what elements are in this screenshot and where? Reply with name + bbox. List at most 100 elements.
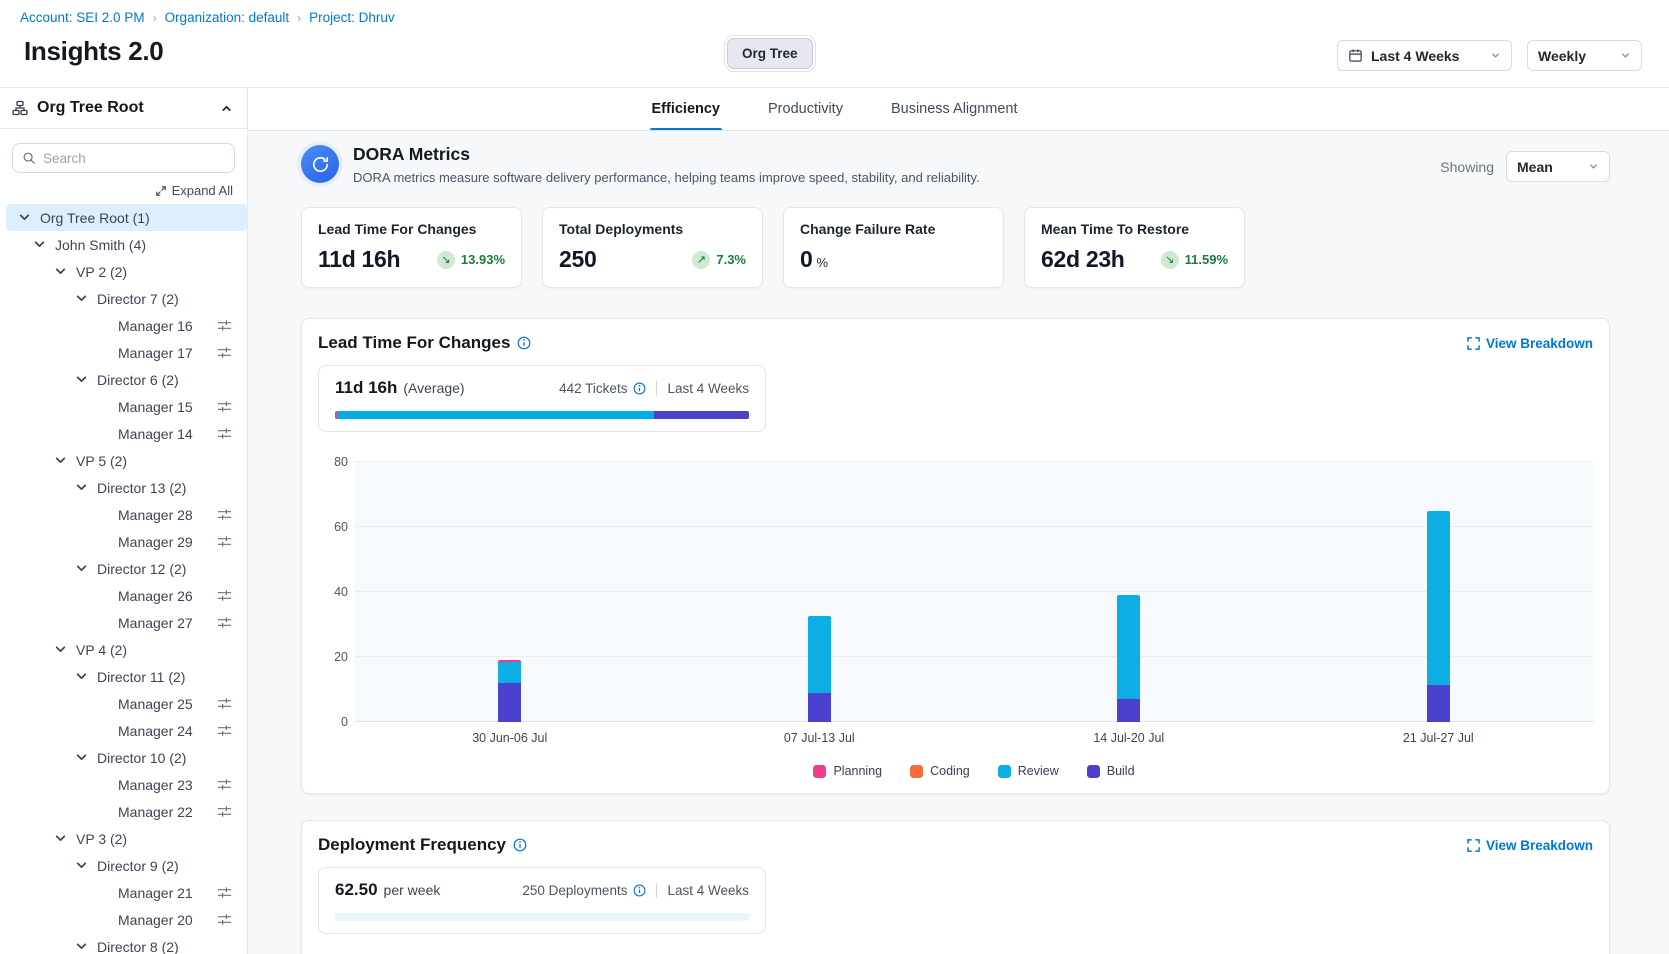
info-icon[interactable] — [633, 884, 646, 897]
tree-item-director-7-2[interactable]: Director 7 (2) — [0, 285, 247, 312]
tree-item-manager-20[interactable]: Manager 20 — [0, 906, 247, 933]
tree-item-director-6-2[interactable]: Director 6 (2) — [0, 366, 247, 393]
chevron-down-icon — [1620, 50, 1631, 61]
tree-item-manager-24[interactable]: Manager 24 — [0, 717, 247, 744]
y-axis-tick: 60 — [334, 520, 348, 534]
filter-sliders-icon[interactable] — [217, 912, 232, 927]
tree-item-label: Org Tree Root (1) — [40, 210, 150, 226]
legend-swatch-icon — [813, 765, 826, 778]
filter-sliders-icon[interactable] — [217, 534, 232, 549]
chevron-down-icon — [75, 859, 88, 872]
filter-sliders-icon[interactable] — [217, 588, 232, 603]
tree-item-org-tree-root-1[interactable]: Org Tree Root (1) — [6, 204, 247, 231]
tree-item-manager-27[interactable]: Manager 27 — [0, 609, 247, 636]
tree-item-director-8-2[interactable]: Director 8 (2) — [0, 933, 247, 954]
tree-item-manager-16[interactable]: Manager 16 — [0, 312, 247, 339]
deployment-rate-value: 62.50 — [335, 880, 378, 900]
filter-sliders-icon[interactable] — [217, 399, 232, 414]
filter-sliders-icon[interactable] — [217, 723, 232, 738]
breadcrumb-separator-icon: › — [153, 11, 157, 25]
deployment-frequency-panel: Deployment Frequency View Breakdown 62.5… — [301, 820, 1610, 954]
filter-sliders-icon[interactable] — [217, 426, 232, 441]
filter-sliders-icon[interactable] — [217, 804, 232, 819]
filter-sliders-icon[interactable] — [217, 885, 232, 900]
tab-efficiency[interactable]: Efficiency — [650, 88, 723, 130]
tree-item-label: Manager 14 — [118, 426, 193, 442]
tab-label: Productivity — [768, 101, 843, 117]
tree-item-manager-14[interactable]: Manager 14 — [0, 420, 247, 447]
lead-time-stage-bar — [335, 411, 749, 419]
filter-sliders-icon[interactable] — [217, 507, 232, 522]
legend-label: Build — [1107, 764, 1135, 778]
filter-sliders-icon[interactable] — [217, 318, 232, 333]
granularity-value: Weekly — [1538, 48, 1586, 64]
tree-item-vp-5-2[interactable]: VP 5 (2) — [0, 447, 247, 474]
org-tree-button[interactable]: Org Tree — [727, 38, 813, 69]
tree-item-label: VP 4 (2) — [76, 642, 127, 658]
tree-item-vp-2-2[interactable]: VP 2 (2) — [0, 258, 247, 285]
insights-dashboard: { "breadcrumb": { "items": ["Account: SE… — [0, 0, 1669, 954]
sidebar-header: Org Tree Root — [0, 88, 247, 129]
bar-segment-build — [808, 693, 831, 722]
tree-item-label: Manager 25 — [118, 696, 193, 712]
info-icon[interactable] — [633, 382, 646, 395]
filter-sliders-icon[interactable] — [217, 777, 232, 792]
period-label: Last 4 Weeks — [667, 883, 749, 898]
x-axis-label: 21 Jul-27 Jul — [1284, 731, 1594, 745]
granularity-select[interactable]: Weekly — [1527, 40, 1642, 71]
trend-value: 7.3% — [716, 252, 746, 267]
showing-select[interactable]: Mean — [1506, 151, 1610, 182]
tree-item-manager-28[interactable]: Manager 28 — [0, 501, 247, 528]
tree-item-manager-29[interactable]: Manager 29 — [0, 528, 247, 555]
view-breakdown-label: View Breakdown — [1486, 336, 1593, 351]
tree-item-label: Director 9 (2) — [97, 858, 179, 874]
metric-value: 0 — [800, 246, 813, 272]
tree-item-label: Manager 24 — [118, 723, 193, 739]
bar-slot — [665, 462, 975, 722]
tree-item-director-13-2[interactable]: Director 13 (2) — [0, 474, 247, 501]
deployment-view-breakdown-link[interactable]: View Breakdown — [1467, 838, 1593, 853]
breadcrumb-account-link[interactable]: Account: SEI 2.0 PM — [20, 10, 145, 25]
tree-item-director-9-2[interactable]: Director 9 (2) — [0, 852, 247, 879]
tree-item-director-10-2[interactable]: Director 10 (2) — [0, 744, 247, 771]
chevron-down-icon — [75, 562, 88, 575]
search-input[interactable] — [43, 151, 225, 166]
x-axis-label: 07 Jul-13 Jul — [665, 731, 975, 745]
tree-item-director-12-2[interactable]: Director 12 (2) — [0, 555, 247, 582]
stacked-bar-30-jun-06-jul — [498, 660, 521, 722]
tab-business-alignment[interactable]: Business Alignment — [889, 88, 1020, 130]
tree-item-manager-26[interactable]: Manager 26 — [0, 582, 247, 609]
trend-down-arrow-icon: ↘ — [437, 251, 455, 269]
filter-sliders-icon[interactable] — [217, 615, 232, 630]
tree-item-manager-21[interactable]: Manager 21 — [0, 879, 247, 906]
date-range-select[interactable]: Last 4 Weeks — [1337, 40, 1512, 71]
tree-item-label: Manager 23 — [118, 777, 193, 793]
info-icon[interactable] — [513, 838, 527, 852]
tree-item-manager-25[interactable]: Manager 25 — [0, 690, 247, 717]
y-axis: 020406080 — [318, 462, 348, 722]
collapse-sidebar-chevron-up-icon[interactable] — [220, 102, 233, 115]
tree-item-manager-22[interactable]: Manager 22 — [0, 798, 247, 825]
metric-card-lead-time-for-changes: Lead Time For Changes11d 16h↘13.93% — [301, 207, 522, 288]
filter-sliders-icon[interactable] — [217, 696, 232, 711]
tree-item-label: John Smith (4) — [55, 237, 146, 253]
info-icon[interactable] — [517, 336, 531, 350]
lead-time-view-breakdown-link[interactable]: View Breakdown — [1467, 336, 1593, 351]
tab-productivity[interactable]: Productivity — [766, 88, 845, 130]
main-content: Efficiency Productivity Business Alignme… — [248, 88, 1669, 954]
calendar-icon — [1348, 48, 1363, 63]
expand-all-label: Expand All — [172, 183, 233, 198]
tree-item-manager-17[interactable]: Manager 17 — [0, 339, 247, 366]
expand-all-button[interactable]: Expand All — [0, 183, 233, 198]
tree-item-director-11-2[interactable]: Director 11 (2) — [0, 663, 247, 690]
tree-item-vp-4-2[interactable]: VP 4 (2) — [0, 636, 247, 663]
tree-item-manager-15[interactable]: Manager 15 — [0, 393, 247, 420]
tree-item-john-smith-4[interactable]: John Smith (4) — [0, 231, 247, 258]
tree-item-manager-23[interactable]: Manager 23 — [0, 771, 247, 798]
breadcrumb-organization-link[interactable]: Organization: default — [165, 10, 290, 25]
filter-sliders-icon[interactable] — [217, 345, 232, 360]
trend-badge: ↘13.93% — [437, 251, 505, 269]
tree-item-vp-3-2[interactable]: VP 3 (2) — [0, 825, 247, 852]
breadcrumb-project-link[interactable]: Project: Dhruv — [309, 10, 395, 25]
progress-segment-review — [337, 411, 653, 419]
